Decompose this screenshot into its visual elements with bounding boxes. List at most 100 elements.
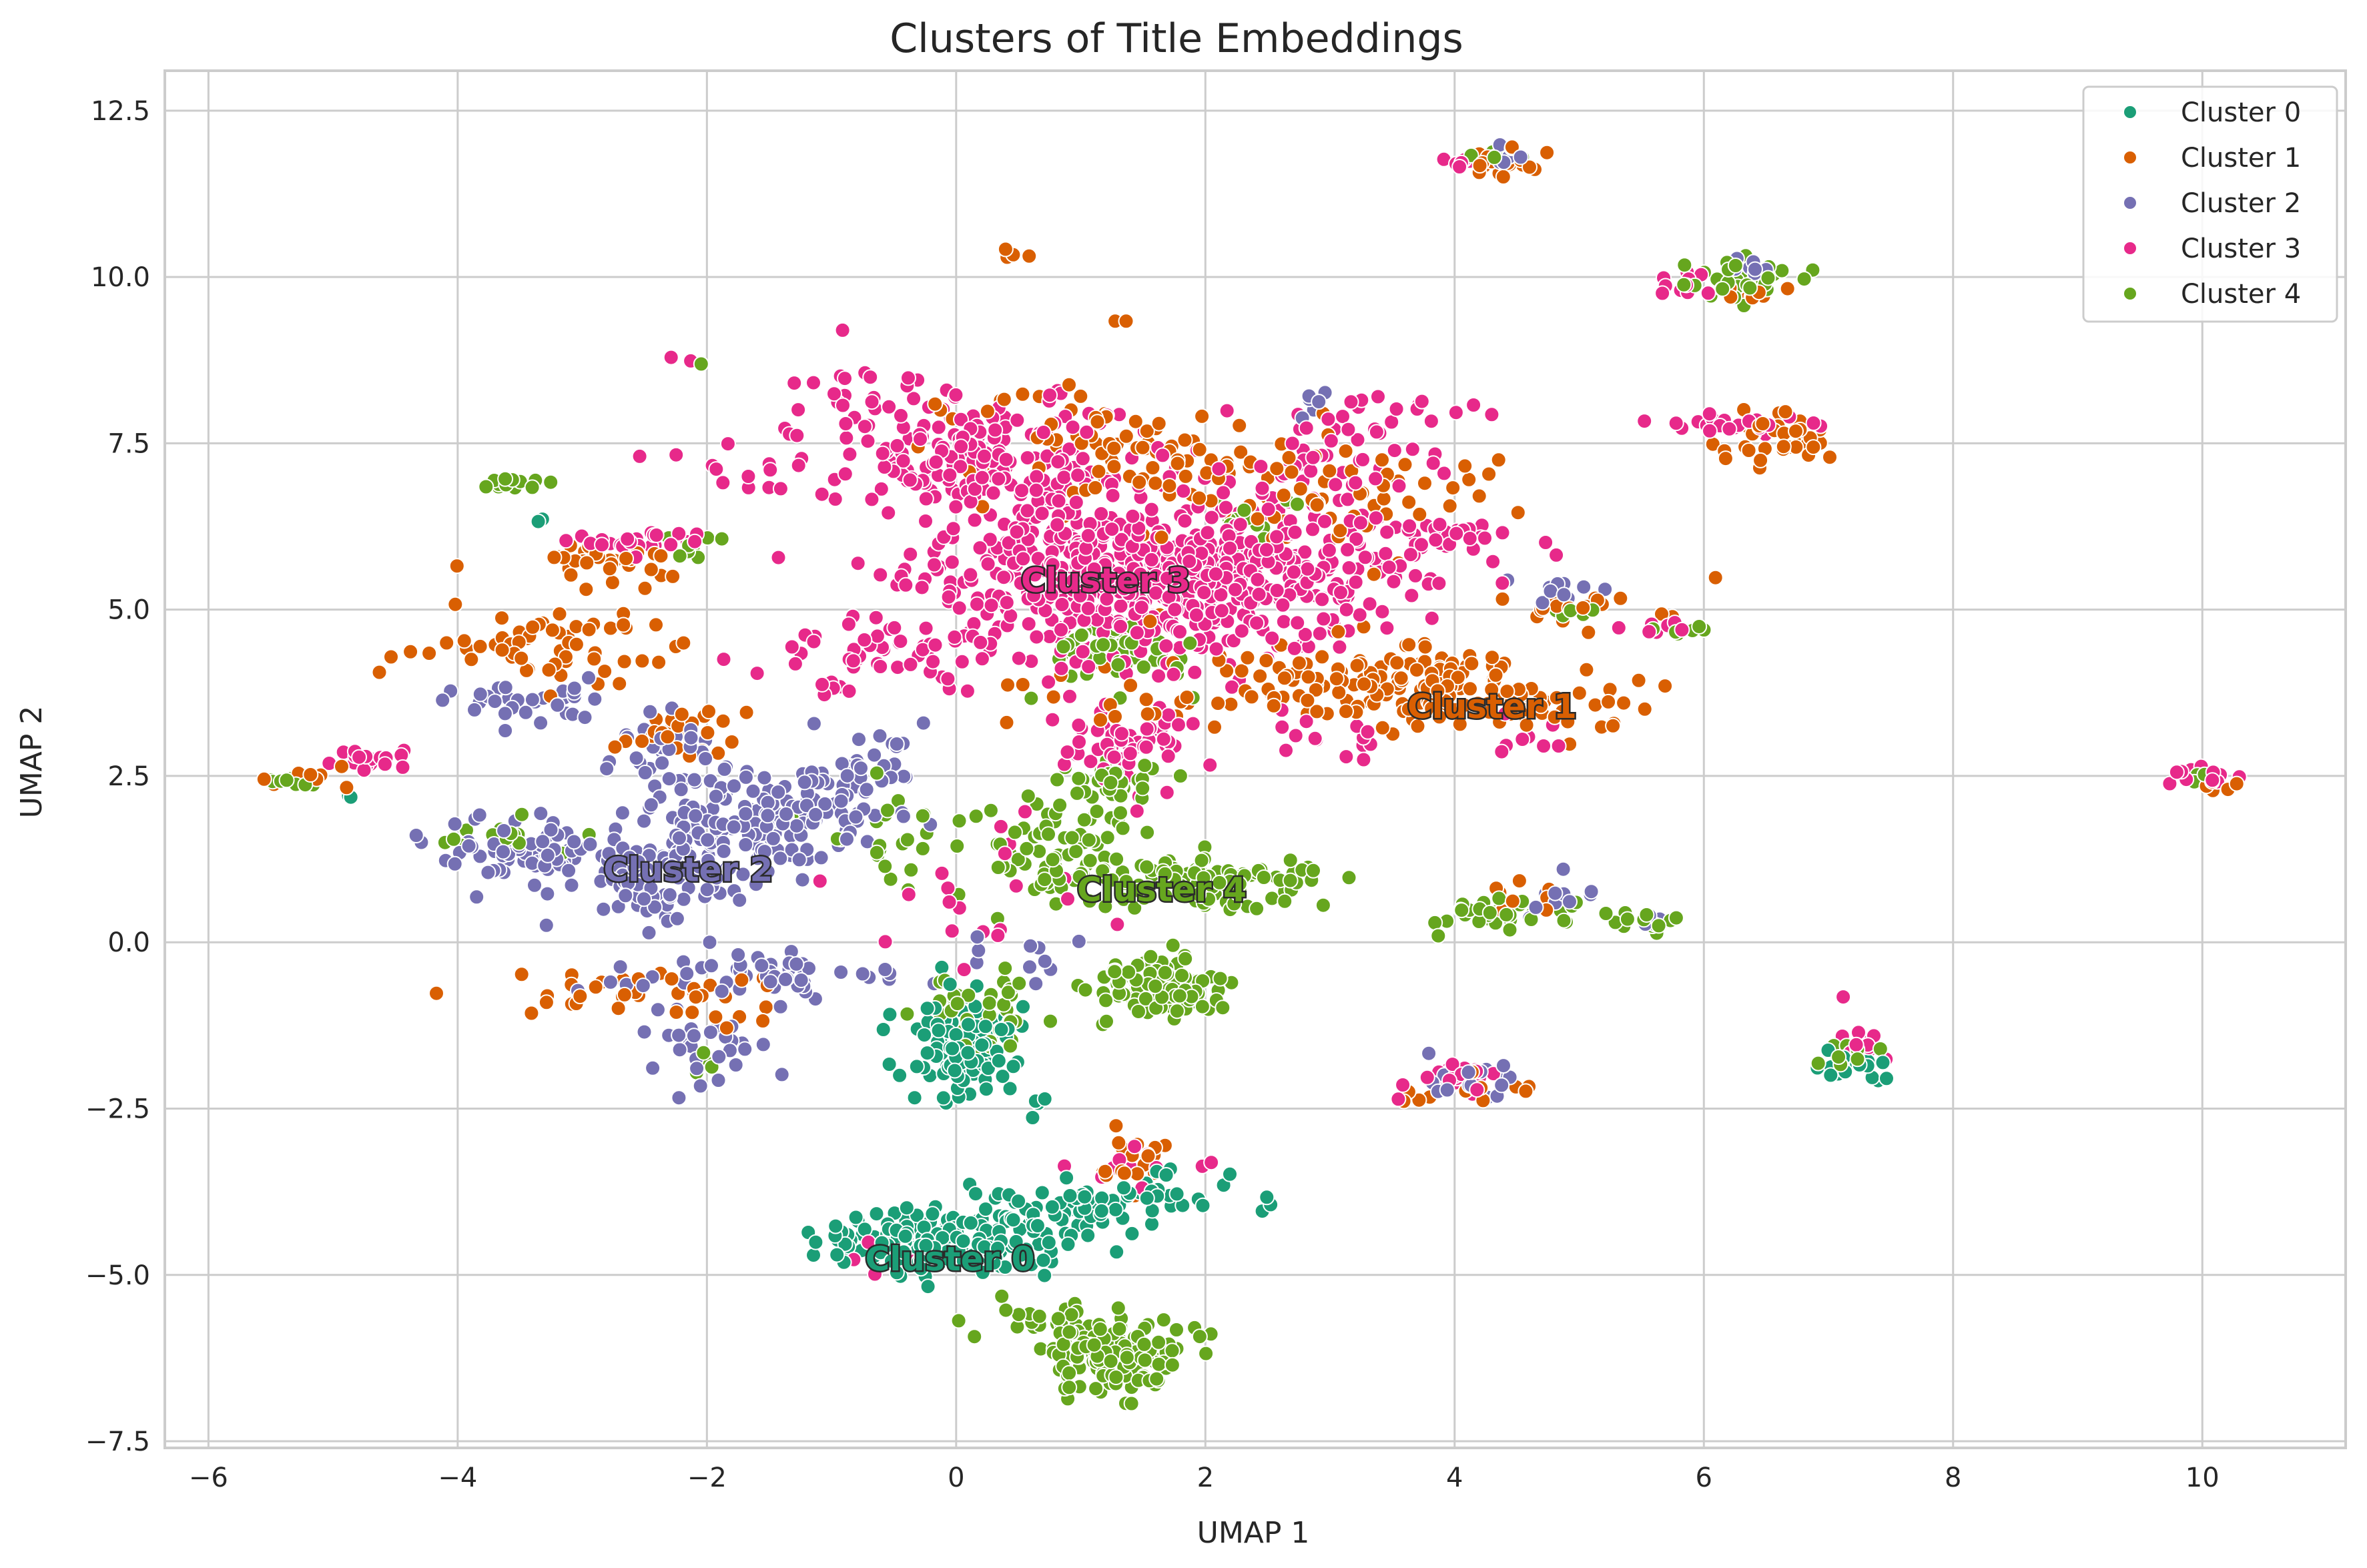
scatter-point-cluster-2 bbox=[777, 971, 794, 988]
scatter-point-cluster-1 bbox=[1014, 677, 1031, 693]
scatter-point-cluster-3 bbox=[1159, 570, 1175, 586]
scatter-point-cluster-2 bbox=[471, 807, 488, 823]
scatter-point-cluster-1 bbox=[551, 606, 568, 623]
scatter-point-cluster-2 bbox=[1534, 595, 1551, 611]
scatter-point-cluster-2 bbox=[772, 850, 789, 867]
scatter-point-cluster-0 bbox=[940, 1251, 957, 1268]
scatter-point-cluster-1 bbox=[1061, 376, 1077, 393]
scatter-point-cluster-2 bbox=[969, 929, 986, 945]
scatter-point-cluster-1 bbox=[1106, 440, 1122, 456]
scatter-point-cluster-2 bbox=[794, 871, 811, 888]
scatter-point-cluster-3 bbox=[1348, 531, 1365, 547]
centroid-label-cluster-3: Cluster 3 bbox=[1021, 561, 1191, 600]
scatter-point-cluster-3 bbox=[1413, 536, 1429, 553]
scatter-point-cluster-3 bbox=[985, 484, 1002, 501]
scatter-point-cluster-2 bbox=[539, 847, 556, 863]
scatter-point-cluster-1 bbox=[1178, 689, 1195, 705]
scatter-point-cluster-4 bbox=[960, 987, 977, 1004]
scatter-point-cluster-1 bbox=[604, 574, 621, 591]
scatter-point-cluster-1 bbox=[1630, 672, 1647, 689]
scatter-point-cluster-0 bbox=[1116, 1180, 1132, 1196]
scatter-point-cluster-2 bbox=[773, 1066, 790, 1083]
scatter-point-cluster-1 bbox=[1110, 1134, 1127, 1151]
scatter-point-cluster-4 bbox=[1050, 1310, 1066, 1327]
scatter-point-cluster-3 bbox=[1423, 413, 1439, 430]
scatter-point-cluster-2 bbox=[1747, 261, 1763, 278]
scatter-point-cluster-2 bbox=[669, 910, 685, 927]
scatter-point-cluster-3 bbox=[1116, 580, 1132, 597]
scatter-point-cluster-3 bbox=[864, 491, 880, 508]
scatter-point-cluster-3 bbox=[996, 569, 1012, 586]
scatter-point-cluster-2 bbox=[759, 807, 776, 824]
scatter-point-cluster-3 bbox=[1351, 607, 1368, 623]
scatter-point-cluster-1 bbox=[1533, 698, 1549, 715]
scatter-point-cluster-1 bbox=[1072, 388, 1089, 404]
scatter-point-cluster-2 bbox=[866, 747, 883, 763]
scatter-point-cluster-3 bbox=[1340, 421, 1357, 438]
scatter-point-cluster-0 bbox=[1010, 1193, 1027, 1210]
scatter-point-cluster-3 bbox=[1019, 450, 1036, 466]
scatter-point-cluster-2 bbox=[661, 771, 677, 787]
scatter-point-cluster-1 bbox=[1328, 671, 1345, 687]
plot-frame bbox=[163, 69, 2347, 1449]
scatter-point-cluster-4 bbox=[1080, 831, 1097, 848]
scatter-point-cluster-3 bbox=[1367, 470, 1384, 487]
scatter-point-cluster-2 bbox=[535, 833, 551, 850]
scatter-point-cluster-1 bbox=[611, 675, 628, 692]
scatter-point-cluster-1 bbox=[438, 635, 455, 651]
scatter-point-cluster-3 bbox=[1060, 891, 1076, 907]
scatter-point-cluster-3 bbox=[811, 873, 828, 889]
scatter-point-cluster-1 bbox=[1210, 695, 1227, 711]
scatter-point-cluster-4 bbox=[1064, 829, 1080, 846]
scatter-point-cluster-0 bbox=[965, 1250, 982, 1267]
scatter-point-cluster-2 bbox=[679, 965, 695, 982]
scatter-point-cluster-3 bbox=[1550, 738, 1567, 754]
scatter-point-cluster-2 bbox=[1028, 975, 1044, 992]
scatter-point-cluster-4 bbox=[1164, 937, 1181, 953]
scatter-point-cluster-0 bbox=[968, 1186, 984, 1202]
scatter-point-cluster-2 bbox=[1421, 1045, 1437, 1062]
scatter-point-cluster-1 bbox=[572, 988, 589, 1005]
scatter-point-cluster-3 bbox=[914, 579, 930, 596]
scatter-point-cluster-3 bbox=[886, 619, 903, 636]
x-tick-label: −4 bbox=[438, 1463, 477, 1493]
scatter-point-cluster-3 bbox=[1403, 587, 1420, 604]
scatter-point-cluster-2 bbox=[707, 788, 724, 805]
scatter-point-cluster-3 bbox=[956, 961, 972, 978]
scatter-point-cluster-2 bbox=[495, 843, 511, 860]
scatter-point-cluster-4 bbox=[1018, 840, 1035, 857]
scatter-point-cluster-3 bbox=[594, 536, 610, 553]
scatter-point-cluster-3 bbox=[1548, 546, 1565, 563]
scatter-point-cluster-3 bbox=[1122, 745, 1138, 762]
x-tick-label: 0 bbox=[948, 1463, 964, 1493]
scatter-point-cluster-1 bbox=[979, 403, 996, 420]
scatter-point-cluster-3 bbox=[1078, 424, 1095, 440]
scatter-point-cluster-1 bbox=[615, 617, 632, 633]
data-points bbox=[256, 137, 2248, 1412]
scatter-point-cluster-3 bbox=[1264, 630, 1281, 647]
legend-label-cluster-4: Cluster 4 bbox=[2181, 279, 2301, 310]
scatter-point-cluster-3 bbox=[942, 467, 958, 483]
scatter-point-cluster-3 bbox=[1049, 516, 1066, 533]
scatter-point-cluster-1 bbox=[1090, 463, 1107, 480]
scatter-point-cluster-3 bbox=[1401, 518, 1418, 534]
scatter-point-cluster-3 bbox=[1128, 803, 1145, 819]
scatter-point-cluster-3 bbox=[1093, 506, 1110, 522]
scatter-point-cluster-3 bbox=[940, 880, 956, 897]
scatter-point-cluster-3 bbox=[1317, 513, 1333, 530]
scatter-point-cluster-3 bbox=[1138, 739, 1154, 755]
scatter-point-cluster-2 bbox=[697, 751, 714, 767]
scatter-point-cluster-3 bbox=[1158, 784, 1175, 801]
scatter-point-cluster-4 bbox=[1110, 1300, 1126, 1316]
scatter-point-cluster-2 bbox=[599, 761, 615, 777]
scatter-point-cluster-2 bbox=[671, 1042, 688, 1058]
scatter-point-cluster-2 bbox=[543, 821, 559, 838]
centroid-label-cluster-2: Cluster 2 bbox=[603, 851, 773, 889]
scatter-point-cluster-1 bbox=[715, 713, 731, 729]
scatter-point-cluster-3 bbox=[376, 756, 393, 773]
scatter-point-cluster-4 bbox=[514, 806, 530, 823]
legend-marker-cluster-1 bbox=[2123, 150, 2137, 165]
scatter-point-cluster-4 bbox=[1849, 1051, 1866, 1068]
scatter-point-cluster-3 bbox=[1009, 412, 1026, 428]
scatter-point-cluster-3 bbox=[1347, 474, 1364, 491]
